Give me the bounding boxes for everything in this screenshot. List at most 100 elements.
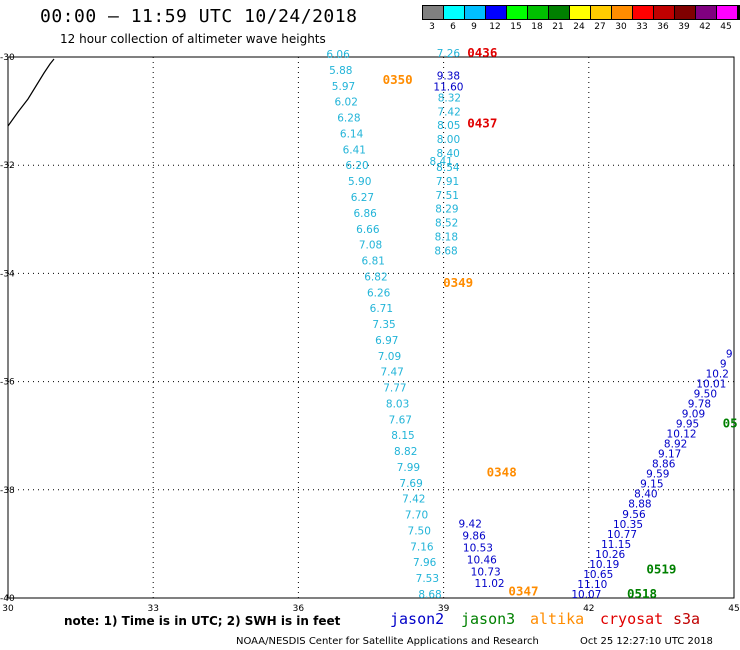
scale-label: 15 xyxy=(510,22,522,32)
legend-s3a: s3a xyxy=(673,610,701,628)
lat-label: -34 xyxy=(0,269,15,279)
scale-label: 45 xyxy=(720,22,732,32)
wave-height-reading: 10.46 xyxy=(467,554,497,566)
lon-label: 39 xyxy=(438,604,450,614)
wave-height-reading: 9.42 xyxy=(459,519,482,531)
wave-height-reading: 5.97 xyxy=(332,81,355,93)
wave-height-reading: 10.65 xyxy=(583,569,613,581)
wave-height-reading: 7.16 xyxy=(410,541,434,553)
lon-label: 45 xyxy=(728,604,739,614)
scale-swatch xyxy=(465,6,486,19)
wave-height-reading: 9.15 xyxy=(640,479,663,491)
pass-time-label: 0347 xyxy=(508,583,538,598)
lon-label: 42 xyxy=(583,604,594,614)
scale-label: 21 xyxy=(552,22,564,32)
scale-label: 30 xyxy=(615,22,627,32)
wave-height-reading: 11.60 xyxy=(433,82,463,94)
wave-height-reading: 8.00 xyxy=(437,134,460,146)
wave-height-reading: 11.15 xyxy=(601,539,631,551)
wave-height-reading: 7.47 xyxy=(380,367,403,379)
scale-swatch xyxy=(423,6,444,19)
wave-height-reading: 8.82 xyxy=(394,446,417,458)
scale-label: 42 xyxy=(699,22,711,32)
lat-label: -36 xyxy=(0,378,15,388)
pass-time-label: 0519 xyxy=(646,562,676,577)
wave-height-reading: 8.52 xyxy=(435,218,458,230)
wave-height-reading: 7.50 xyxy=(408,525,431,537)
legend-jason2: jason2 xyxy=(390,610,445,628)
wave-height-reading: 8.29 xyxy=(435,204,458,216)
wave-height-reading: 9 xyxy=(720,358,727,370)
wave-height-reading: 10.77 xyxy=(607,529,637,541)
wave-height-reading: 10.01 xyxy=(696,378,726,390)
wave-height-reading: 7.99 xyxy=(397,462,420,474)
wave-height-reading: 9.38 xyxy=(437,71,460,83)
legend-jason3: jason3 xyxy=(461,610,516,628)
wave-height-reading: 10.53 xyxy=(463,542,493,554)
wave-height-reading: 7.51 xyxy=(436,190,459,202)
scale-swatch xyxy=(633,6,654,19)
pass-time-label: 0518 xyxy=(627,586,657,601)
scale-swatch xyxy=(675,6,696,19)
wave-height-reading: 7.26 xyxy=(437,48,461,60)
wave-height-reading: 7.42 xyxy=(402,494,425,506)
wave-height-reading: 9.56 xyxy=(622,509,646,521)
page-title: 00:00 – 11:59 UTC 10/24/2018 xyxy=(40,6,358,27)
wave-height-reading: 10.07 xyxy=(571,589,601,601)
wave-height-reading: 8.32 xyxy=(438,92,461,104)
wave-height-reading: 8.54 xyxy=(436,162,460,174)
wave-height-reading: 10.26 xyxy=(595,549,625,561)
wave-height-reading: 8.05 xyxy=(437,120,460,132)
wave-height-reading: 6.86 xyxy=(353,208,377,220)
lat-label: -32 xyxy=(0,161,15,171)
wave-height-reading: 6.27 xyxy=(351,192,374,204)
lat-label: -30 xyxy=(0,53,15,63)
scale-swatch xyxy=(570,6,591,19)
wave-height-reading: 7.69 xyxy=(399,478,422,490)
wave-height-reading: 5.88 xyxy=(329,65,352,77)
lat-label: -38 xyxy=(0,486,15,496)
footer-note: note: 1) Time is in UTC; 2) SWH is in fe… xyxy=(64,614,341,628)
wave-height-reading: 7.67 xyxy=(389,414,412,426)
scale-swatch xyxy=(591,6,612,19)
scale-swatch xyxy=(444,6,465,19)
scale-swatch xyxy=(612,6,633,19)
color-scale-bar xyxy=(422,5,740,20)
wave-height-reading: 6.02 xyxy=(335,97,358,109)
wave-height-reading: 10.2 xyxy=(706,368,729,380)
wave-height-reading: 7.08 xyxy=(359,240,382,252)
wave-height-reading: 9.95 xyxy=(676,418,699,430)
footer-timestamp: Oct 25 12:27:10 UTC 2018 xyxy=(580,636,713,647)
scale-swatch xyxy=(507,6,528,19)
lat-label: -40 xyxy=(0,594,15,604)
pass-time-label: 0350 xyxy=(383,72,413,87)
wave-height-reading: 5.90 xyxy=(348,176,371,188)
wave-height-reading: 9.50 xyxy=(694,388,717,400)
pass-time-label: 0348 xyxy=(487,464,517,479)
footer-credit: NOAA/NESDIS Center for Satellite Applica… xyxy=(236,636,539,647)
wave-height-reading: 7.96 xyxy=(413,557,437,569)
pass-time-label: 0436 xyxy=(467,45,497,60)
wave-height-reading: 8.40 xyxy=(634,489,657,501)
wave-height-reading: 9.78 xyxy=(688,398,711,410)
legend-cryosat: cryosat xyxy=(600,610,664,628)
wave-height-reading: 9.17 xyxy=(658,449,681,461)
wave-height-reading: 6.82 xyxy=(364,271,387,283)
wave-height-reading: 11.02 xyxy=(475,578,505,590)
wave-height-reading: 7.77 xyxy=(383,383,406,395)
scale-swatch xyxy=(738,6,740,19)
scale-label: 9 xyxy=(471,22,477,32)
wave-height-reading: 8.92 xyxy=(664,439,687,451)
wave-height-reading: 10.19 xyxy=(589,559,619,571)
wave-height-reading: 8.68 xyxy=(434,245,457,257)
wave-height-reading: 7.70 xyxy=(405,510,428,522)
scale-swatch xyxy=(696,6,717,19)
wave-height-reading: 10.12 xyxy=(667,429,697,441)
wave-height-reading: 6.26 xyxy=(367,287,391,299)
wave-height-reading: 6.06 xyxy=(326,49,350,61)
scale-label: 36 xyxy=(657,22,669,32)
wave-height-reading: 9 xyxy=(726,348,733,360)
map-frame xyxy=(7,56,735,599)
wave-height-reading: 6.97 xyxy=(375,335,398,347)
wave-height-reading: 6.81 xyxy=(362,256,385,268)
